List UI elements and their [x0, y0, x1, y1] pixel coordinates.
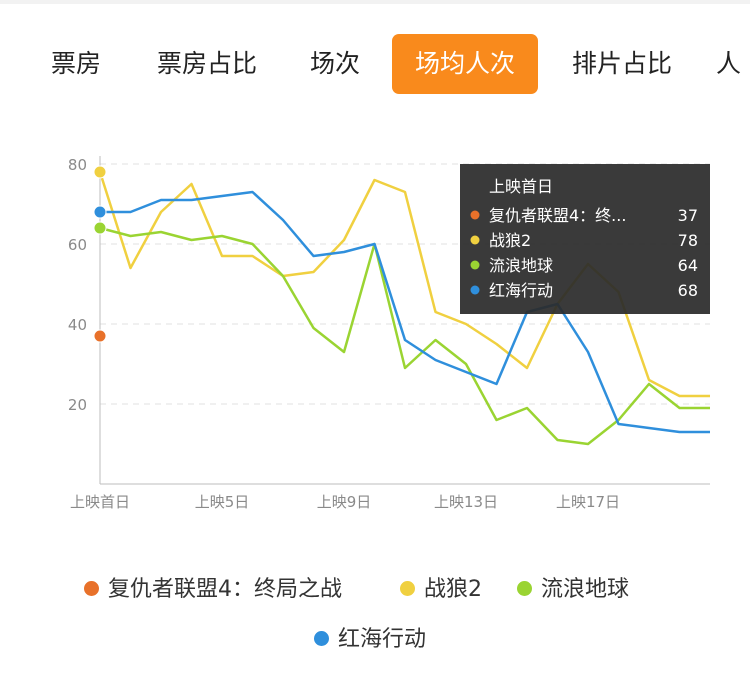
tab-box-office[interactable]: 票房 [50, 49, 101, 78]
legend-dot-avengers [84, 580, 99, 596]
tooltip-series-value: 64 [678, 256, 698, 275]
tooltip-dot [470, 210, 480, 220]
x-tick-label: 上映13日 [434, 493, 498, 511]
series-line-3 [100, 190, 710, 434]
x-tick-label: 上映9日 [317, 493, 372, 511]
tooltip-dot [470, 235, 480, 245]
data-point-day1 [93, 165, 107, 179]
tooltip-dot [470, 285, 480, 295]
x-tick-label: 上映5日 [195, 493, 250, 511]
legend-item-avengers[interactable]: 复仇者联盟4：终局之战 [84, 570, 342, 610]
tooltip-series-value: 78 [678, 231, 698, 250]
y-tick-label: 80 [68, 156, 87, 174]
x-tick-label: 上映17日 [556, 493, 620, 511]
legend-label-wandering-earth: 流浪地球 [541, 577, 630, 602]
top-divider [0, 0, 750, 4]
legend-label-operation-red-sea: 红海行动 [338, 627, 427, 652]
legend-label-wolf-warrior: 战狼2 [424, 577, 482, 602]
legend-dot-operation-red-sea [314, 630, 329, 646]
tooltip-title: 上映首日 [489, 177, 553, 196]
tooltip-series-value: 68 [678, 281, 698, 300]
legend-dot-wandering-earth [517, 580, 532, 596]
tooltip-series-name: 红海行动 [489, 281, 553, 300]
legend-label-avengers: 复仇者联盟4：终局之战 [108, 577, 342, 602]
tooltip-series-value: 37 [678, 206, 698, 225]
data-point-day1 [93, 221, 107, 235]
x-tick-label: 上映首日 [70, 493, 130, 511]
y-tick-label: 20 [68, 396, 87, 414]
data-point-day1 [93, 205, 107, 219]
legend-dot-wolf-warrior [400, 580, 415, 596]
tab-screening-share[interactable]: 排片占比 [571, 49, 672, 78]
legend-item-wolf-warrior[interactable]: 战狼2 [400, 570, 482, 610]
tooltip-dot [470, 260, 480, 270]
metric-tabs: 票房 票房占比 场次 场均人次 排片占比 人 [0, 34, 750, 94]
tooltip-series-name: 流浪地球 [489, 256, 553, 275]
tooltip-series-name: 复仇者联盟4：终... [489, 206, 626, 225]
tab-box-office-share[interactable]: 票房占比 [156, 49, 257, 78]
data-point-day1 [93, 329, 107, 343]
tab-people[interactable]: 人 [716, 49, 742, 78]
series-line-2 [99, 226, 710, 446]
y-tick-label: 40 [68, 316, 87, 334]
legend-item-operation-red-sea[interactable]: 红海行动 [314, 620, 426, 660]
y-tick-label: 60 [68, 236, 87, 254]
tab-avg-attendance[interactable]: 场均人次 [392, 34, 538, 94]
tooltip-box [460, 164, 710, 314]
tooltip-series-name: 战狼2 [489, 231, 531, 250]
legend-item-wandering-earth[interactable]: 流浪地球 [517, 570, 629, 610]
tab-screenings[interactable]: 场次 [309, 49, 360, 78]
